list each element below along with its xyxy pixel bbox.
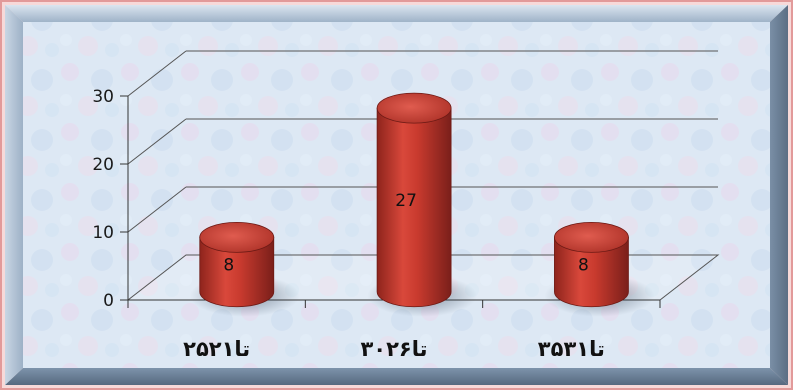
y-tick-label: 10: [92, 223, 114, 243]
y-tick-label: 20: [92, 155, 114, 175]
bar-top: [554, 221, 629, 253]
gridline-side: [127, 50, 187, 97]
category-labels: ۲۵تا۲۱ ۳۰تا۲۶ ۳۵تا۳۱: [183, 337, 605, 361]
y-tick-label: 0: [103, 291, 114, 311]
bar: 8: [544, 221, 655, 317]
bar-top: [199, 221, 275, 253]
data-label: 8: [223, 256, 234, 276]
x-tick-label: ۲۵تا۲۱: [183, 337, 250, 361]
bevel-left: [5, 5, 23, 385]
gridlines: [127, 50, 718, 233]
data-label: 8: [578, 256, 589, 276]
bevel-bottom: [5, 368, 788, 385]
x-tick-label: ۳۵تا۳۱: [538, 337, 605, 361]
y-tick-label: 30: [92, 87, 114, 107]
bars: 8 27 8: [189, 92, 655, 317]
bar: 8: [189, 221, 300, 317]
bevel-right: [770, 5, 788, 385]
bar-body: [376, 107, 452, 308]
bar-body: [554, 236, 629, 308]
x-tick-label: ۳۰تا۲۶: [360, 337, 427, 361]
bevel-top: [5, 5, 788, 22]
gridline-side: [127, 118, 187, 165]
data-label: 27: [395, 191, 417, 211]
bar-body: [199, 236, 275, 308]
gridline-side: [127, 186, 187, 233]
bar: 27: [367, 92, 478, 317]
bar-top: [376, 92, 452, 124]
